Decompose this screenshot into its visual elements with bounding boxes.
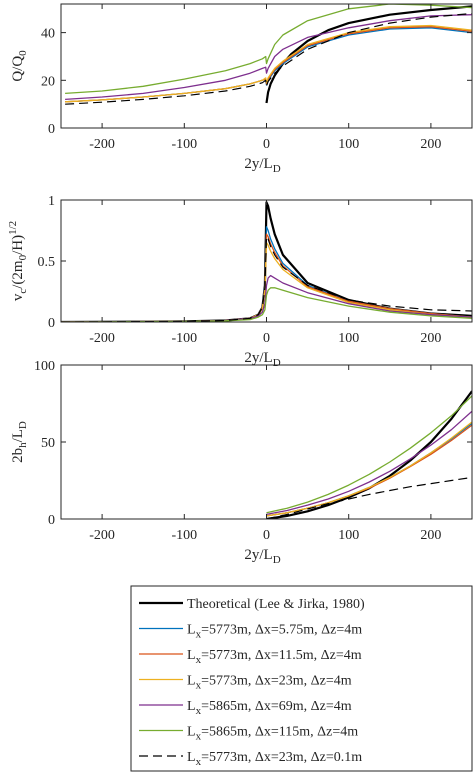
x-tick-label: -100 [171,137,197,152]
chart-panel-1: -200 -100 0 100 200 0 20 40 2y/LD Q/Q0 [10,3,473,175]
y-tick-label: 0 [48,316,55,331]
y-tick-label: 50 [41,436,55,451]
legend: Theoretical (Lee & Jirka, 1980) Lx=5773m,… [130,585,473,772]
series-line-dx115 [266,424,472,517]
y-tick-label: 40 [41,27,55,42]
series-line-dx115b [61,287,472,322]
series-line-theoretical [266,390,472,519]
legend-label-dx69: Lx=5865m, Δx=69m, Δz=4m [187,699,352,717]
series-line-dx69 [65,14,472,101]
legend-label-dx23: Lx=5773m, Δx=23m, Δz=4m [187,674,352,692]
y-tick-label: 1 [48,194,55,209]
y-axis-label-q-ratio: Q/Q0 [10,50,29,82]
series-line-dx23 [65,24,472,103]
y-tick-label: 100 [34,359,55,374]
series-line-dx69 [61,274,472,322]
x-tick-label: 100 [338,331,359,346]
y-axis-label-width: 2bh/LD [10,421,29,463]
x-axis-label: 2y/LD [244,350,280,369]
legend-label-dz01: Lx=5773m, Δx=23m, Δz=0.1m [187,750,362,768]
axes-box [60,364,473,520]
x-tick-label: 0 [263,137,270,152]
x-axis-label: 2y/LD [244,156,280,175]
x-tick-label: 100 [338,528,359,543]
series-line-theoretical [265,5,472,104]
y-axis-label-velocity: vc/(2m0/H)1/2 [7,221,29,301]
legend-label-dx115: Lx=5773m, Δx=11.5m, Δz=4m [187,648,362,666]
x-tick-label: 0 [263,528,270,543]
y-tick-label: 20 [41,74,55,89]
series-group [61,201,472,322]
series-line-dx23 [266,421,472,517]
legend-box [130,585,473,772]
y-tick-label: 0 [48,122,55,137]
x-tick-label: -200 [89,331,115,346]
legend-label-dx115b: Lx=5865m, Δx=115m, Δz=4m [187,725,358,743]
series-group [266,390,472,519]
axes-box [60,3,473,129]
y-tick-label: 0 [48,513,55,528]
y-tick-label: 0.5 [38,255,56,270]
x-axis-label: 2y/LD [244,547,280,566]
chart-panel-2: -200 -100 0 100 200 0 0.5 1 2y/LD vc/(2m0/H)1/2 [7,194,473,369]
series-line-dz01 [61,236,472,322]
series-line-dx115b [65,4,472,95]
chart-panel-3: -200 -100 0 100 200 0 50 100 2y/LD 2bh/LD [10,359,473,566]
x-tick-label: 200 [420,331,441,346]
series-line-dx115b [266,395,472,514]
legend-label-dx575: Lx=5773m, Δx=5.75m, Δz=4m [187,623,362,641]
x-tick-label: 200 [420,528,441,543]
x-tick-label: 100 [338,137,359,152]
x-tick-label: -200 [89,528,115,543]
series-line-dz01 [65,12,472,105]
legend-label-theoretical: Theoretical (Lee & Jirka, 1980) [187,597,365,612]
series-group [65,4,472,105]
x-tick-label: -200 [89,137,115,152]
x-tick-label: -100 [171,528,197,543]
series-line-dz01 [266,476,472,519]
x-tick-label: 200 [420,137,441,152]
x-tick-label: -100 [171,331,197,346]
series-line-dx69 [266,410,472,516]
x-tick-label: 0 [263,331,270,346]
